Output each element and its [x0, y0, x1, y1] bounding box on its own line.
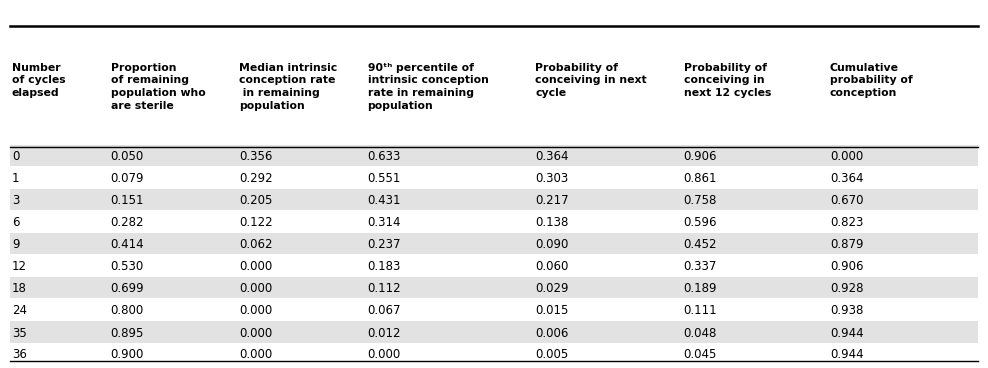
Text: 0.431: 0.431 — [368, 194, 401, 207]
Text: 0.551: 0.551 — [368, 172, 401, 185]
Text: 0.928: 0.928 — [830, 282, 864, 296]
Bar — [10, 321, 978, 343]
Text: 0.282: 0.282 — [111, 216, 144, 229]
Text: 0.906: 0.906 — [830, 260, 864, 273]
Text: 0.699: 0.699 — [111, 282, 144, 296]
Text: 0.000: 0.000 — [239, 347, 273, 361]
Text: 0.151: 0.151 — [111, 194, 144, 207]
Text: 0: 0 — [12, 150, 19, 163]
Text: 0.000: 0.000 — [830, 150, 864, 163]
Text: 90ᵗʰ percentile of
intrinsic conception
rate in remaining
population: 90ᵗʰ percentile of intrinsic conception … — [368, 63, 488, 111]
Text: 0.895: 0.895 — [111, 326, 144, 340]
Text: 0.596: 0.596 — [684, 216, 717, 229]
Bar — [10, 233, 978, 254]
Text: 0.138: 0.138 — [535, 216, 569, 229]
Text: 0.944: 0.944 — [830, 347, 864, 361]
Text: 6: 6 — [12, 216, 20, 229]
Bar — [10, 189, 978, 210]
Text: 0.670: 0.670 — [830, 194, 864, 207]
Text: 0.823: 0.823 — [830, 216, 864, 229]
Text: 0.205: 0.205 — [239, 194, 273, 207]
Text: 0.906: 0.906 — [684, 150, 717, 163]
Text: 0.000: 0.000 — [239, 282, 273, 296]
Text: 0.090: 0.090 — [535, 238, 569, 251]
Bar — [10, 277, 978, 298]
Text: 0.314: 0.314 — [368, 216, 401, 229]
Text: 0.530: 0.530 — [111, 260, 144, 273]
Text: 0.237: 0.237 — [368, 238, 401, 251]
Text: 0.303: 0.303 — [535, 172, 569, 185]
Text: 0.861: 0.861 — [684, 172, 717, 185]
Text: 0.067: 0.067 — [368, 304, 401, 318]
Text: Cumulative
probability of
conception: Cumulative probability of conception — [830, 63, 913, 98]
Text: 0.356: 0.356 — [239, 150, 273, 163]
Text: 36: 36 — [12, 347, 27, 361]
Text: 0.217: 0.217 — [535, 194, 569, 207]
Text: Proportion
of remaining
population who
are sterile: Proportion of remaining population who a… — [111, 63, 206, 111]
Text: 0.111: 0.111 — [684, 304, 717, 318]
Text: 0.292: 0.292 — [239, 172, 273, 185]
Text: 18: 18 — [12, 282, 27, 296]
Text: 0.900: 0.900 — [111, 347, 144, 361]
Text: 0.045: 0.045 — [684, 347, 717, 361]
Text: 0.183: 0.183 — [368, 260, 401, 273]
Text: 0.000: 0.000 — [239, 260, 273, 273]
Text: 0.006: 0.006 — [535, 326, 569, 340]
Text: 0.633: 0.633 — [368, 150, 401, 163]
Text: 0.112: 0.112 — [368, 282, 401, 296]
Text: 0.000: 0.000 — [239, 326, 273, 340]
Text: 3: 3 — [12, 194, 19, 207]
Text: 0.414: 0.414 — [111, 238, 144, 251]
Text: 0.800: 0.800 — [111, 304, 144, 318]
Text: 24: 24 — [12, 304, 27, 318]
Text: 0.452: 0.452 — [684, 238, 717, 251]
Text: 0.122: 0.122 — [239, 216, 273, 229]
Text: Probability of
conceiving in
next 12 cycles: Probability of conceiving in next 12 cyc… — [684, 63, 771, 98]
Text: 9: 9 — [12, 238, 20, 251]
Text: 0.048: 0.048 — [684, 326, 717, 340]
Text: 0.189: 0.189 — [684, 282, 717, 296]
Text: 1: 1 — [12, 172, 20, 185]
Text: 0.879: 0.879 — [830, 238, 864, 251]
Text: 0.015: 0.015 — [535, 304, 569, 318]
Text: 35: 35 — [12, 326, 27, 340]
Text: 0.758: 0.758 — [684, 194, 717, 207]
Text: Number
of cycles
elapsed: Number of cycles elapsed — [12, 63, 65, 98]
Text: 0.337: 0.337 — [684, 260, 717, 273]
Bar — [10, 145, 978, 166]
Text: 0.364: 0.364 — [535, 150, 569, 163]
Text: 0.062: 0.062 — [239, 238, 273, 251]
Text: 0.000: 0.000 — [239, 304, 273, 318]
Text: 0.000: 0.000 — [368, 347, 401, 361]
Text: 0.364: 0.364 — [830, 172, 864, 185]
Text: 0.060: 0.060 — [535, 260, 569, 273]
Text: 0.938: 0.938 — [830, 304, 864, 318]
Text: 0.029: 0.029 — [535, 282, 569, 296]
Text: 0.005: 0.005 — [535, 347, 569, 361]
Text: Probability of
conceiving in next
cycle: Probability of conceiving in next cycle — [535, 63, 647, 98]
Text: 0.012: 0.012 — [368, 326, 401, 340]
Text: Median intrinsic
conception rate
 in remaining
population: Median intrinsic conception rate in rema… — [239, 63, 337, 111]
Text: 0.079: 0.079 — [111, 172, 144, 185]
Text: 12: 12 — [12, 260, 27, 273]
Text: 0.050: 0.050 — [111, 150, 144, 163]
Text: 0.944: 0.944 — [830, 326, 864, 340]
